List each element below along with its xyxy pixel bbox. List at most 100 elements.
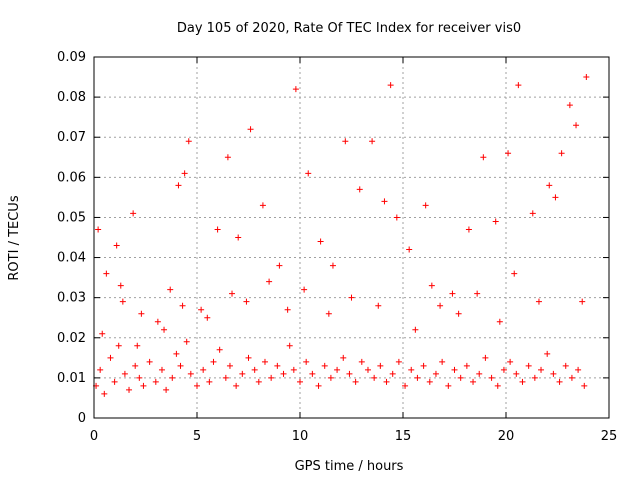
data-point [163, 386, 170, 393]
data-point [303, 358, 310, 365]
y-tick-label: 0.06 [57, 170, 86, 185]
data-point [531, 374, 538, 381]
data-point [465, 226, 472, 233]
data-point [334, 366, 341, 373]
data-point [455, 310, 462, 317]
data-point [206, 378, 213, 385]
data-point [437, 302, 444, 309]
data-point [507, 358, 514, 365]
data-point [284, 306, 291, 313]
data-point [505, 150, 512, 157]
data-point [428, 282, 435, 289]
data-point [301, 286, 308, 293]
data-point [412, 326, 419, 333]
data-point [317, 238, 324, 245]
data-point [346, 370, 353, 377]
data-point [451, 366, 458, 373]
data-point [426, 378, 433, 385]
data-point [266, 278, 273, 285]
y-tick-label: 0.04 [57, 251, 86, 266]
data-point [340, 354, 347, 361]
data-point [476, 370, 483, 377]
data-point [280, 370, 287, 377]
data-point [309, 370, 316, 377]
y-tick-label: 0.08 [57, 90, 86, 105]
y-tick-label: 0.01 [57, 371, 86, 386]
data-point [348, 294, 355, 301]
data-point [552, 194, 559, 201]
data-point [95, 226, 102, 233]
data-point [107, 354, 114, 361]
x-tick-label: 10 [292, 429, 309, 444]
data-point [432, 370, 439, 377]
data-point [581, 382, 588, 389]
data-point [136, 374, 143, 381]
data-point [488, 374, 495, 381]
y-tick-label: 0.05 [57, 210, 86, 225]
data-point [103, 270, 110, 277]
data-point [185, 138, 192, 145]
data-point [251, 366, 258, 373]
data-point [496, 318, 503, 325]
data-point [154, 318, 161, 325]
data-point [115, 342, 122, 349]
data-point [134, 342, 141, 349]
data-point [198, 306, 205, 313]
data-point [573, 122, 580, 129]
chart-title: Day 105 of 2020, Rate Of TEC Index for r… [177, 21, 521, 36]
data-point [562, 362, 569, 369]
data-point [222, 374, 229, 381]
data-point [358, 358, 365, 365]
data-point [210, 358, 217, 365]
data-point [457, 374, 464, 381]
data-point [369, 138, 376, 145]
data-point [204, 314, 211, 321]
data-point [235, 234, 242, 241]
data-point [579, 298, 586, 305]
x-axis-ticks: 0 5 10 15 20 25 [90, 57, 617, 444]
data-point [470, 378, 477, 385]
data-point [146, 358, 153, 365]
data-point [494, 382, 501, 389]
data-point [408, 366, 415, 373]
data-point [233, 382, 240, 389]
data-point [575, 366, 582, 373]
data-point [274, 362, 281, 369]
data-point [381, 198, 388, 205]
data-point [449, 290, 456, 297]
data-point [97, 366, 104, 373]
data-point [121, 370, 128, 377]
data-point [158, 366, 165, 373]
data-point [187, 370, 194, 377]
data-point [138, 310, 145, 317]
data-point [255, 378, 262, 385]
data-point [550, 370, 557, 377]
data-point [387, 82, 394, 89]
y-tick-label: 0.02 [57, 331, 86, 346]
data-point [583, 74, 590, 81]
data-point [544, 350, 551, 357]
data-point [194, 382, 200, 389]
data-point [175, 182, 182, 189]
y-tick-label: 0.03 [57, 291, 86, 306]
data-point [492, 218, 499, 225]
data-point [525, 362, 532, 369]
y-axis-label: ROTI / TECUs [7, 195, 22, 280]
data-point [297, 378, 303, 385]
data-point [216, 346, 223, 353]
data-point [224, 154, 231, 161]
data-point [140, 382, 147, 389]
data-point [239, 370, 246, 377]
data-point [276, 262, 283, 269]
data-point [245, 354, 252, 361]
data-point [439, 358, 446, 365]
data-point [325, 310, 332, 317]
data-point [169, 374, 176, 381]
data-point [422, 202, 429, 209]
x-tick-label: 0 [90, 429, 98, 444]
data-point [179, 302, 186, 309]
data-point [389, 370, 396, 377]
data-point [126, 386, 133, 393]
data-point [511, 270, 518, 277]
data-point [161, 326, 168, 333]
